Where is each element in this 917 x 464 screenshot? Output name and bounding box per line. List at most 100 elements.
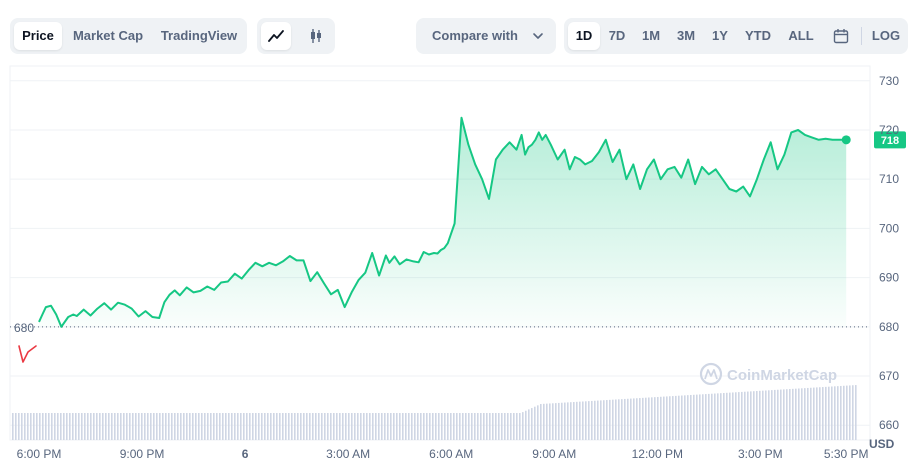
volume-bar [621, 399, 623, 440]
range-1y[interactable]: 1Y [712, 28, 728, 43]
volume-bar [249, 413, 251, 440]
volume-bar [618, 399, 620, 440]
volume-bar [111, 413, 113, 440]
open-price-label: 680 [14, 321, 34, 335]
candlestick-button[interactable] [301, 22, 331, 50]
volume-bar [264, 413, 266, 440]
volume-bar [162, 413, 164, 440]
volume-bar [312, 413, 314, 440]
range-all[interactable]: ALL [788, 28, 814, 43]
volume-bar [705, 394, 707, 440]
volume-bar [792, 388, 794, 440]
volume-bar [423, 413, 425, 440]
compare-dropdown[interactable]: Compare with [416, 18, 556, 54]
volume-bar [255, 413, 257, 440]
volume-bar [207, 413, 209, 440]
volume-bar [771, 390, 773, 440]
tab-price[interactable]: Price [14, 22, 62, 50]
volume-bar [486, 413, 488, 440]
volume-bar [309, 413, 311, 440]
volume-bar [87, 413, 89, 440]
y-axis: 660 670 680 690 700 710 720 730 [879, 74, 899, 432]
volume-bar [438, 413, 440, 440]
volume-bar [84, 413, 86, 440]
x-tick-label: 5:30 PM [824, 447, 869, 461]
last-price-value: 718 [881, 135, 899, 147]
volume-bar [552, 403, 554, 440]
volume-bar [720, 393, 722, 440]
x-tick-label: 3:00 AM [326, 447, 370, 461]
volume-bar [639, 398, 641, 440]
volume-bar [150, 413, 152, 440]
volume-bar [624, 398, 626, 440]
volume-bar [840, 385, 842, 440]
volume-bar [714, 393, 716, 440]
volume-bar [57, 413, 59, 440]
volume-bar [393, 413, 395, 440]
volume-bar [732, 392, 734, 440]
volume-bar [759, 390, 761, 440]
volume-bar [51, 413, 53, 440]
volume-bar [267, 413, 269, 440]
volume-bar [606, 400, 608, 440]
volume-bar [567, 402, 569, 440]
volume-bar [30, 413, 32, 440]
volume-bar [495, 413, 497, 440]
chart-type-toggle [257, 18, 335, 54]
volume-bar [228, 413, 230, 440]
volume-bar [597, 400, 599, 440]
volume-bar [660, 396, 662, 440]
volume-bar [285, 413, 287, 440]
volume-bar [15, 413, 17, 440]
volume-bar [576, 401, 578, 440]
volume-bar [492, 413, 494, 440]
volume-bar [768, 390, 770, 440]
watermark-text: CoinMarketCap [727, 367, 837, 384]
volume-bar [708, 393, 710, 440]
volume-bar [702, 394, 704, 440]
volume-bar [45, 413, 47, 440]
volume-bar [636, 398, 638, 440]
volume-bar [831, 386, 833, 440]
volume-bar [681, 395, 683, 440]
volume-bar [291, 413, 293, 440]
volume-bar [69, 413, 71, 440]
volume-bar [135, 413, 137, 440]
volume-bar [303, 413, 305, 440]
tab-tradingview[interactable]: TradingView [160, 28, 238, 43]
volume-bar [60, 413, 62, 440]
range-ytd[interactable]: YTD [745, 28, 771, 43]
log-scale-button[interactable]: LOG [871, 28, 901, 43]
volume-bar [318, 413, 320, 440]
volume-bar [306, 413, 308, 440]
volume-bar [549, 403, 551, 440]
range-7d[interactable]: 7D [608, 28, 626, 43]
volume-bar [804, 388, 806, 440]
volume-bar [543, 403, 545, 440]
volume-bar [234, 413, 236, 440]
range-1m[interactable]: 1M [641, 28, 661, 43]
volume-bar [801, 388, 803, 440]
volume-bar [534, 406, 536, 440]
volume-bar [219, 413, 221, 440]
volume-bar [795, 388, 797, 440]
volume-bar [243, 413, 245, 440]
tab-market-cap[interactable]: Market Cap [72, 28, 144, 43]
volume-bar [90, 413, 92, 440]
volume-bar [222, 413, 224, 440]
volume-bar [600, 400, 602, 440]
line-chart-button[interactable] [261, 22, 291, 50]
chevron-down-icon [533, 33, 543, 39]
price-area-fill [39, 117, 847, 327]
volume-bar [189, 413, 191, 440]
volume-bar [699, 394, 701, 440]
volume-bar [753, 391, 755, 440]
range-1d[interactable]: 1D [568, 22, 600, 50]
volume-bar [405, 413, 407, 440]
range-3m[interactable]: 3M [676, 28, 696, 43]
volume-bar [27, 413, 29, 440]
calendar-button[interactable] [826, 22, 856, 50]
last-price-badge: 718 [874, 131, 906, 149]
x-tick-label: 9:00 PM [120, 447, 165, 461]
